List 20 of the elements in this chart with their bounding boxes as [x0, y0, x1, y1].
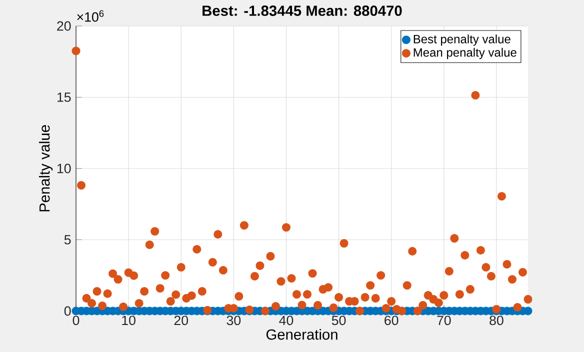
x-tick-label: 10: [122, 316, 136, 326]
x-tick-label: 60: [384, 316, 398, 326]
x-tick-label: 40: [279, 316, 294, 326]
text: ×10$^{6}$: [77, 10, 104, 22]
legend-label: Best penalty value: [414, 34, 510, 46]
x-axis-title: Generation: [266, 328, 338, 340]
legend-label: Mean penalty value: [414, 48, 516, 60]
y-tick-label: 0: [64, 306, 71, 316]
x-tick-label: 80: [490, 316, 504, 326]
x-tick-label: 0: [72, 316, 80, 326]
y-axis-title: Penalty value: [38, 125, 53, 212]
y-tick-label: 5: [64, 235, 71, 244]
x-tick-label: 30: [226, 316, 241, 326]
x-tick-label: 20: [174, 316, 188, 326]
x-tick-label: 50: [332, 316, 346, 326]
y-tick-label: 10: [57, 164, 71, 174]
y-tick-label: 15: [57, 92, 71, 102]
chart-title: Best: -1.83445 Mean: 880470: [202, 6, 402, 16]
x-tick-label: 70: [437, 316, 451, 326]
y-tick-label: 20: [57, 21, 71, 31]
